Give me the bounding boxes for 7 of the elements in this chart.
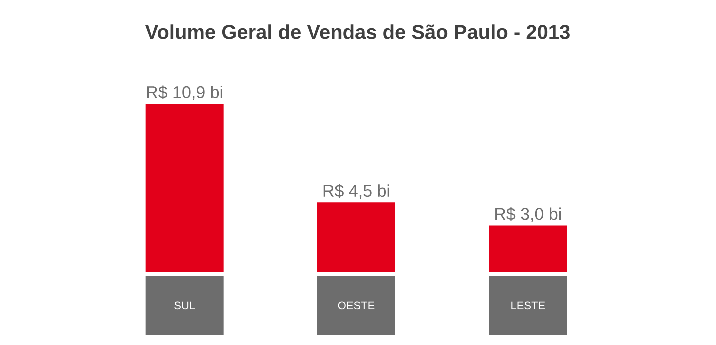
data-label: R$ 3,0 bi <box>496 207 562 222</box>
data-label: R$ 10,9 bi <box>147 86 222 100</box>
x-tick-label: OESTE <box>338 302 375 310</box>
data-label: R$ 4,5 bi <box>324 184 390 200</box>
x-tick-label: LESTE <box>512 302 546 310</box>
chart-title: Volume Geral de Vendas de São Paulo - 2013 <box>145 24 570 40</box>
x-tick-label: SUL <box>174 302 196 310</box>
